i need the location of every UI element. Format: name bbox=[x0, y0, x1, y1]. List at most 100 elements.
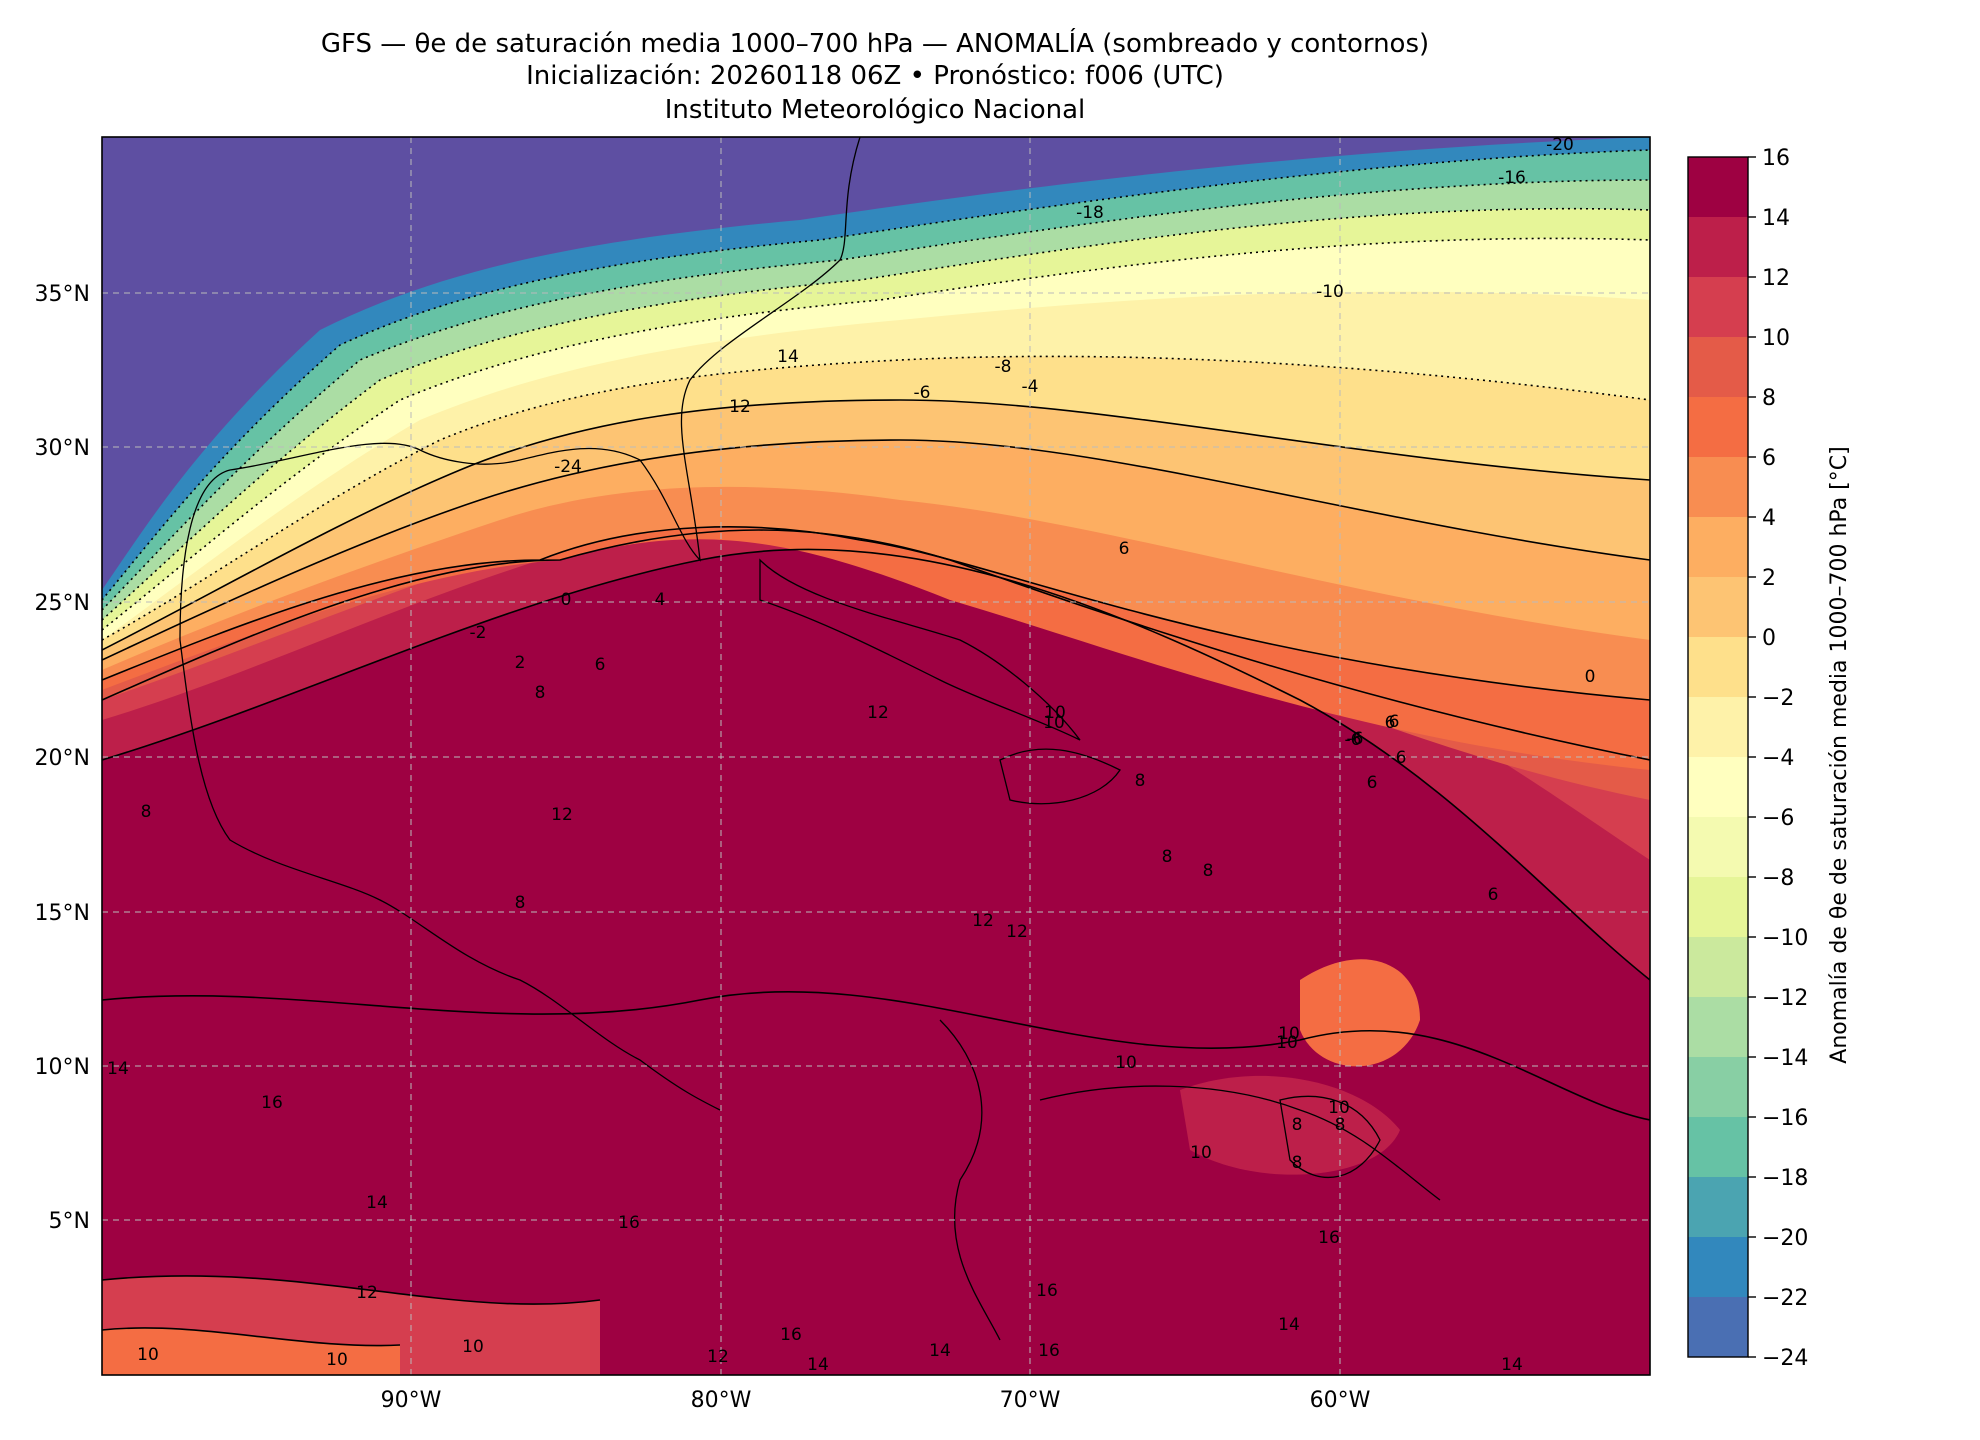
contour-label: 8 bbox=[535, 683, 546, 703]
colorbar-swatch bbox=[1688, 517, 1748, 578]
lat-label: 25°N bbox=[35, 591, 90, 616]
colorbar-tick-label: −20 bbox=[1762, 1226, 1808, 1251]
colorbar-swatch bbox=[1688, 877, 1748, 938]
colorbar-tick-label: −6 bbox=[1762, 806, 1794, 831]
contour-label: -18 bbox=[1076, 203, 1104, 223]
contour-label: 12 bbox=[867, 703, 889, 723]
contour-label: 6 bbox=[1385, 713, 1396, 733]
contour-label: 16 bbox=[1318, 1228, 1340, 1248]
contour-label: -8 bbox=[995, 357, 1012, 377]
contour-label: -2 bbox=[470, 623, 487, 643]
colorbar-tick-label: −18 bbox=[1762, 1166, 1808, 1191]
contour-label: -4 bbox=[1022, 377, 1039, 397]
lon-label: 90°W bbox=[381, 1388, 442, 1413]
colorbar-swatch bbox=[1688, 397, 1748, 458]
contour-label: 12 bbox=[707, 1347, 729, 1367]
contour-label: 10 bbox=[1044, 703, 1066, 723]
lon-label: 70°W bbox=[1000, 1388, 1061, 1413]
contour-label: 0 bbox=[561, 590, 572, 610]
contour-label: 14 bbox=[1501, 1355, 1523, 1375]
contour-label: 6 bbox=[1488, 885, 1499, 905]
contour-label: 8 bbox=[515, 893, 526, 913]
graticule bbox=[102, 137, 1650, 1375]
colorbar-tick-label: 8 bbox=[1762, 386, 1776, 411]
contour-label: 4 bbox=[655, 590, 666, 610]
map-frame bbox=[101, 136, 1651, 1376]
solid-contours bbox=[102, 399, 1650, 1347]
contour-label: 14 bbox=[1278, 1315, 1300, 1335]
colorbar-swatch bbox=[1688, 337, 1748, 398]
contour-label: 10 bbox=[462, 1337, 484, 1357]
colorbar-tick-label: 4 bbox=[1762, 506, 1776, 531]
colorbar-tick-label: −4 bbox=[1762, 746, 1794, 771]
contour-label: 8 bbox=[1162, 847, 1173, 867]
contour-label: 6 bbox=[595, 655, 606, 675]
lat-label: 10°N bbox=[35, 1055, 90, 1080]
colorbar-swatch bbox=[1688, 937, 1748, 998]
contour-label: 8 bbox=[1135, 771, 1146, 791]
colorbar-tick-label: −16 bbox=[1762, 1106, 1808, 1131]
colorbar-swatch bbox=[1688, 457, 1748, 518]
contour-label: -24 bbox=[554, 457, 582, 477]
contour-label: 2 bbox=[515, 653, 526, 673]
contour-label: -6 bbox=[914, 383, 931, 403]
colorbar-swatch bbox=[1688, 1117, 1748, 1178]
lat-label: 15°N bbox=[35, 901, 90, 926]
contour-label: 10 bbox=[1190, 1143, 1212, 1163]
contour-label: 16 bbox=[261, 1093, 283, 1113]
contour-label: 12 bbox=[1006, 922, 1028, 942]
contour-label: 12 bbox=[972, 911, 994, 931]
contour-label: -6 bbox=[1347, 729, 1364, 749]
colorbar-swatch bbox=[1688, 997, 1748, 1058]
contour-label: 8 bbox=[141, 802, 152, 822]
contour-label: 12 bbox=[551, 805, 573, 825]
colorbar-tick-label: 10 bbox=[1762, 326, 1790, 351]
lat-label: 30°N bbox=[35, 436, 90, 461]
colorbar-tick-label: 6 bbox=[1762, 446, 1776, 471]
contour-label: 8 bbox=[1292, 1153, 1303, 1173]
contour-label: 8 bbox=[1292, 1115, 1303, 1135]
contour-label: 10 bbox=[137, 1345, 159, 1365]
colorbar-swatch bbox=[1688, 217, 1748, 278]
colorbar-tick-label: 0 bbox=[1762, 626, 1776, 651]
dotted-negative-contours bbox=[102, 149, 1650, 641]
colorbar-tick-label: −8 bbox=[1762, 866, 1794, 891]
colorbar-swatch bbox=[1688, 157, 1748, 218]
contour-label: -20 bbox=[1546, 135, 1574, 155]
lon-label: 80°W bbox=[691, 1388, 752, 1413]
map-institution: Instituto Meteorológico Nacional bbox=[664, 95, 1086, 125]
contour-label: 6 bbox=[1396, 748, 1407, 768]
colorbar-tick-label: 2 bbox=[1762, 566, 1776, 591]
contour-label: 10 bbox=[1043, 713, 1065, 733]
lat-label: 35°N bbox=[35, 282, 90, 307]
contour-label: 10 bbox=[1278, 1024, 1300, 1044]
contour-label: 10 bbox=[1328, 1098, 1350, 1118]
colorbar-swatch bbox=[1688, 757, 1748, 818]
contour-label: 10 bbox=[1115, 1053, 1137, 1073]
lon-label: 60°W bbox=[1310, 1388, 1371, 1413]
colorbar-swatch bbox=[1688, 1237, 1748, 1298]
colorbar-tick-label: −10 bbox=[1762, 926, 1808, 951]
contour-label: 6 bbox=[1367, 773, 1378, 793]
contour-label: 12 bbox=[729, 397, 751, 417]
colorbar-swatch bbox=[1688, 637, 1748, 698]
contour-label: 16 bbox=[618, 1213, 640, 1233]
contour-label: 10 bbox=[1276, 1033, 1298, 1053]
colorbar-tick-label: 16 bbox=[1762, 146, 1790, 171]
colorbar-tick-label: −14 bbox=[1762, 1046, 1808, 1071]
colorbar-swatch bbox=[1688, 697, 1748, 758]
contour-label: 6 bbox=[1389, 712, 1400, 732]
contour-label: -6 bbox=[1345, 730, 1362, 750]
contour-label: 16 bbox=[1038, 1341, 1060, 1361]
contour-label: 12 bbox=[356, 1283, 378, 1303]
colorbar-label: Anomalía de θe de saturación media 1000–… bbox=[1827, 446, 1852, 1063]
colorbar-swatch bbox=[1688, 1297, 1748, 1358]
contour-label: 14 bbox=[807, 1355, 829, 1375]
map-title: GFS — θe de saturación media 1000–700 hP… bbox=[320, 29, 1430, 59]
map-subtitle-run-info: Inicialización: 20260118 06Z • Pronóstic… bbox=[526, 61, 1224, 91]
colorbar-tick-label: 12 bbox=[1762, 266, 1790, 291]
colorbar-tick-label: −2 bbox=[1762, 686, 1794, 711]
colorbar bbox=[1687, 156, 1749, 1358]
colorbar-swatch bbox=[1688, 277, 1748, 338]
colorbar-swatch bbox=[1688, 577, 1748, 638]
